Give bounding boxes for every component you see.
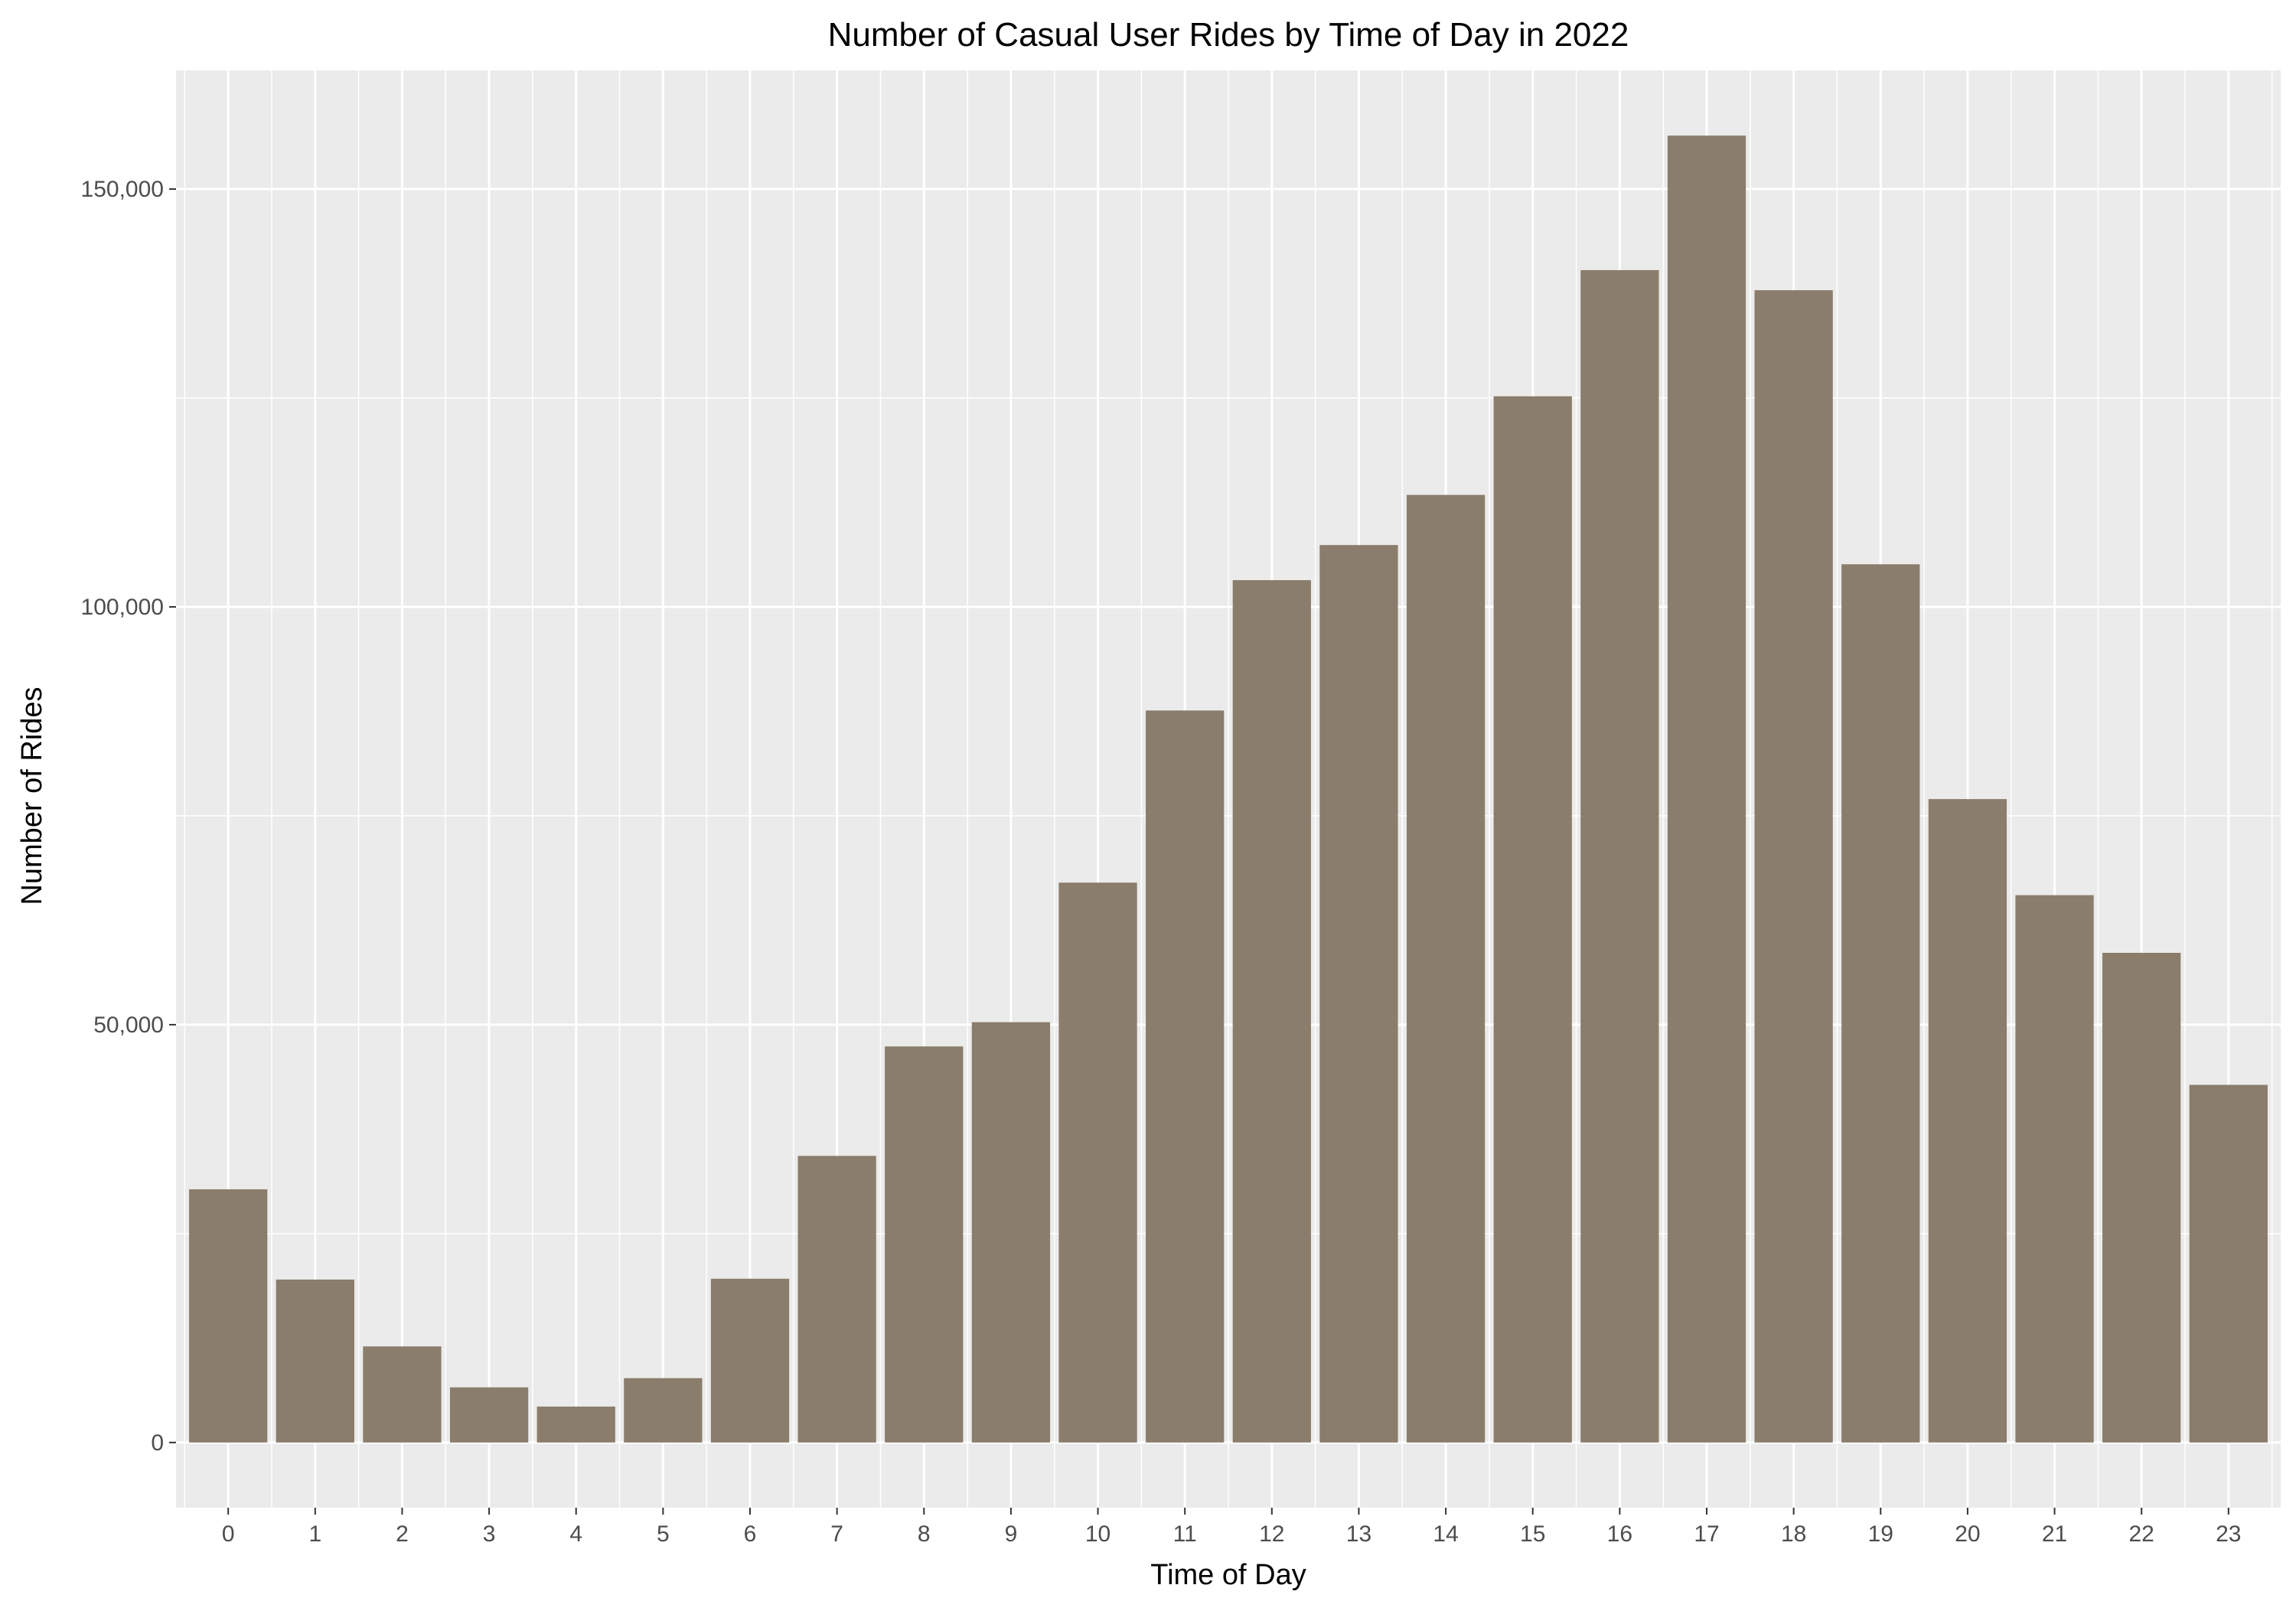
- bar-hour-0: [189, 1189, 268, 1443]
- bar-hour-7: [797, 1156, 876, 1443]
- bar-hour-12: [1232, 580, 1311, 1443]
- bar-hour-16: [1580, 269, 1659, 1443]
- y-tick-label: 50,000: [93, 1013, 164, 1038]
- x-tick-label: 19: [1868, 1521, 1893, 1547]
- bar-hour-21: [2015, 895, 2094, 1443]
- bar-hour-22: [2102, 953, 2181, 1443]
- y-tick-label: 100,000: [81, 595, 164, 620]
- x-tick-label: 0: [222, 1521, 235, 1547]
- bar-hour-1: [276, 1279, 354, 1443]
- bar-hour-9: [971, 1022, 1051, 1443]
- x-axis: 0 1 2 3 4 5 6 7 8 9 10 11 12 13 14 15 16 17 18 19 20 21 22 23: [222, 1508, 2242, 1547]
- bar-hour-19: [1841, 564, 1920, 1443]
- x-tick-label: 2: [396, 1521, 409, 1547]
- bar-hour-18: [1754, 290, 1833, 1443]
- x-tick-label: 7: [830, 1521, 843, 1547]
- x-tick-label: 11: [1173, 1521, 1197, 1547]
- bar-hour-4: [536, 1406, 615, 1443]
- bars: [189, 135, 2268, 1443]
- x-tick-label: 21: [2042, 1521, 2067, 1547]
- x-tick-label: 23: [2216, 1521, 2241, 1547]
- bar-hour-5: [624, 1378, 703, 1443]
- bar-hour-15: [1493, 396, 1572, 1443]
- x-tick-label: 10: [1085, 1521, 1110, 1547]
- x-tick-label: 13: [1346, 1521, 1371, 1547]
- bar-hour-13: [1319, 545, 1398, 1443]
- x-tick-label: 15: [1520, 1521, 1545, 1547]
- x-tick-label: 6: [744, 1521, 757, 1547]
- x-tick-label: 8: [918, 1521, 931, 1547]
- x-tick-label: 9: [1005, 1521, 1018, 1547]
- x-tick-label: 5: [657, 1521, 670, 1547]
- bar-hour-10: [1058, 882, 1137, 1443]
- x-tick-label: 4: [569, 1521, 582, 1547]
- bar-hour-14: [1406, 494, 1486, 1443]
- chart-title: Number of Casual User Rides by Time of D…: [828, 16, 1629, 54]
- x-tick-label: 20: [1955, 1521, 1980, 1547]
- x-tick-label: 16: [1607, 1521, 1632, 1547]
- bar-hour-3: [449, 1387, 529, 1443]
- bar-hour-17: [1667, 135, 1746, 1443]
- x-tick-label: 14: [1433, 1521, 1458, 1547]
- y-axis: 0 50,000 100,000 150,000: [81, 177, 176, 1456]
- x-tick-label: 17: [1694, 1521, 1719, 1547]
- y-tick-label: 150,000: [81, 177, 164, 202]
- x-tick-label: 18: [1781, 1521, 1806, 1547]
- bar-hour-23: [2189, 1084, 2268, 1443]
- x-tick-label: 1: [308, 1521, 321, 1547]
- bar-hour-2: [363, 1346, 442, 1443]
- x-tick-label: 3: [483, 1521, 496, 1547]
- bar-hour-6: [710, 1278, 790, 1443]
- y-axis-title: Number of Rides: [16, 686, 48, 905]
- bar-hour-20: [1928, 799, 2007, 1443]
- x-tick-label: 12: [1259, 1521, 1284, 1547]
- bar-hour-11: [1146, 710, 1225, 1443]
- bar-hour-8: [885, 1046, 964, 1443]
- x-tick-label: 22: [2128, 1521, 2154, 1547]
- x-axis-title: Time of Day: [1150, 1559, 1306, 1591]
- y-tick-label: 0: [151, 1430, 164, 1456]
